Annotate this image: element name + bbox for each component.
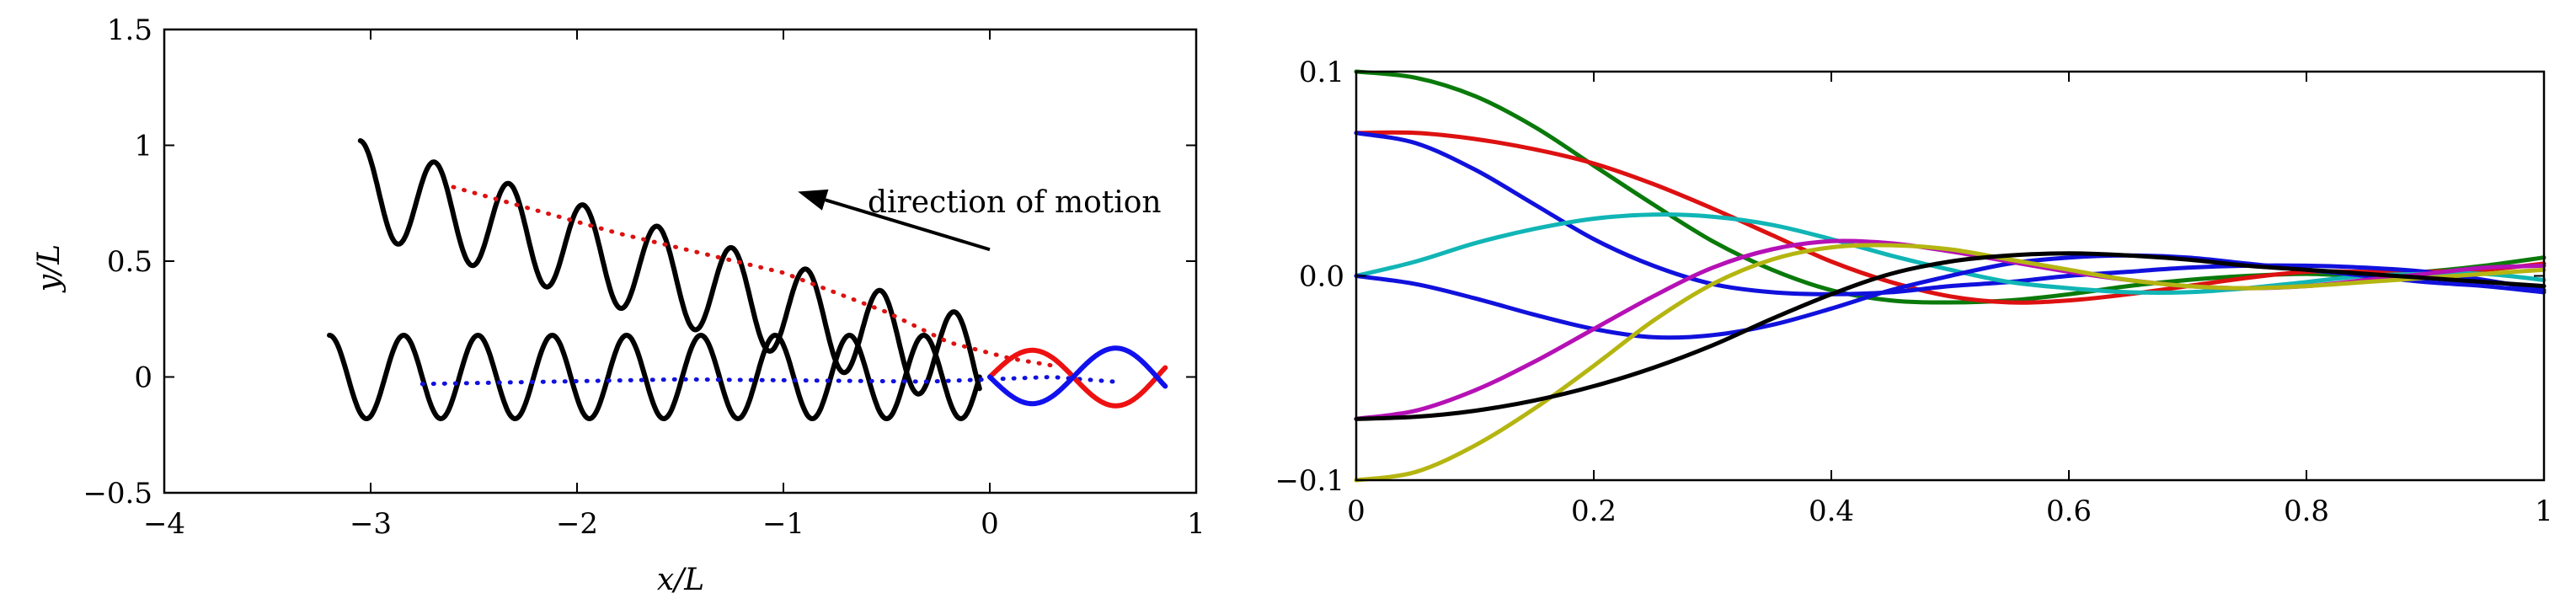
x-tick-label: 0 — [981, 507, 999, 541]
y-tick-label: 0.1 — [1299, 56, 1344, 89]
left-ticks: −4 −3 −2 −1 0 1 −0.5 0 0.5 1 1.5 — [83, 13, 1205, 541]
left-series-line-5 — [987, 345, 1168, 407]
right-series-group — [1354, 69, 2547, 483]
x-tick-label: 1 — [2535, 494, 2553, 528]
right-series-line-7 — [1354, 251, 2547, 421]
x-tick-label: −3 — [350, 507, 392, 541]
right-series-line-2 — [1354, 131, 2547, 297]
left-x-axis-label: x/L — [657, 563, 704, 597]
y-tick-label: 1 — [134, 130, 152, 163]
left-series-line-4 — [987, 347, 1168, 409]
right-chart: 0 0.2 0.4 0.6 0.8 1 −0.1 0.0 0.1 — [1275, 56, 2552, 528]
left-chart: direction of motion −4 −3 −2 −1 0 1 −0.5 0 0.5 1 1… — [32, 13, 1205, 597]
left-series-line-0 — [357, 138, 982, 397]
left-series-group — [327, 138, 1168, 421]
x-tick-label: −4 — [143, 507, 185, 541]
y-tick-label: −0.1 — [1275, 464, 1344, 498]
direction-label: direction of motion — [868, 185, 1162, 220]
x-tick-label: 0.8 — [2284, 494, 2329, 528]
y-tick-label: 0 — [134, 361, 152, 395]
direction-arrow-head — [798, 189, 829, 211]
direction-annotation: direction of motion — [798, 185, 1162, 252]
left-series-line-3 — [420, 375, 1116, 387]
y-tick-label: 0.5 — [107, 245, 152, 279]
y-tick-label: 0.0 — [1299, 260, 1344, 294]
left-series-line-1 — [327, 333, 982, 421]
x-tick-label: −1 — [762, 507, 804, 541]
x-tick-label: 0.6 — [2046, 494, 2092, 528]
direction-arrow — [825, 198, 991, 252]
left-y-axis-label: y/L — [32, 244, 67, 293]
left-plot-frame — [163, 28, 1198, 494]
y-tick-label: 1.5 — [107, 13, 152, 47]
x-tick-label: 0 — [1347, 494, 1365, 528]
left-series-line-2 — [451, 184, 1054, 368]
x-tick-label: 1 — [1187, 507, 1205, 541]
x-tick-label: 0.4 — [1809, 494, 1854, 528]
right-ticks: 0 0.2 0.4 0.6 0.8 1 −0.1 0.0 0.1 — [1275, 56, 2552, 528]
x-tick-label: 0.2 — [1571, 494, 1617, 528]
right-series-line-3 — [1354, 212, 2547, 295]
y-tick-label: −0.5 — [83, 477, 152, 510]
x-tick-label: −2 — [556, 507, 598, 541]
